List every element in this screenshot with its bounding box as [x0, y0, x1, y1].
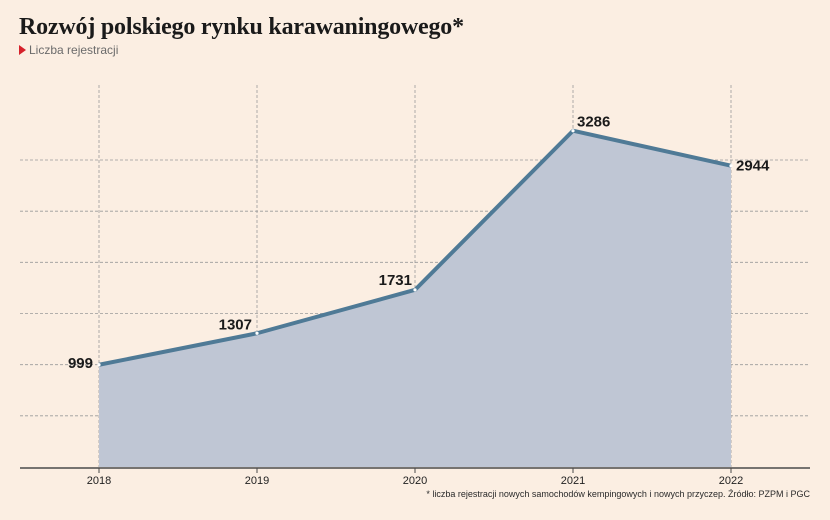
source-footnote: * liczba rejestracji nowych samochodów k… — [426, 489, 810, 499]
x-tick-label: 2021 — [561, 475, 585, 487]
x-tick-label: 2022 — [719, 475, 743, 487]
x-tick-labels: 2018 2019 2020 2021 2022 — [87, 468, 743, 487]
area-fill — [99, 130, 731, 467]
data-label: 999 — [68, 355, 93, 372]
data-points — [97, 129, 733, 367]
chart-subtitle: Liczba rejestracji — [19, 43, 118, 57]
x-tick-label: 2020 — [403, 475, 427, 487]
data-point — [571, 129, 575, 133]
data-point — [255, 331, 259, 335]
data-point — [97, 363, 101, 367]
x-tick-label: 2019 — [245, 475, 269, 487]
subtitle-label: Liczba rejestracji — [29, 43, 119, 57]
triangle-marker-icon — [19, 45, 26, 55]
data-label: 1731 — [379, 272, 412, 289]
data-label: 3286 — [577, 114, 610, 131]
data-point — [729, 164, 733, 168]
x-tick-label: 2018 — [87, 475, 111, 487]
data-label: 1307 — [219, 316, 252, 333]
data-labels: 999 1307 1731 3286 2944 — [68, 114, 770, 372]
chart-title: Rozwój polskiego rynku karawaningowego* — [19, 14, 464, 40]
data-label: 2944 — [736, 158, 770, 175]
data-point — [413, 288, 417, 292]
